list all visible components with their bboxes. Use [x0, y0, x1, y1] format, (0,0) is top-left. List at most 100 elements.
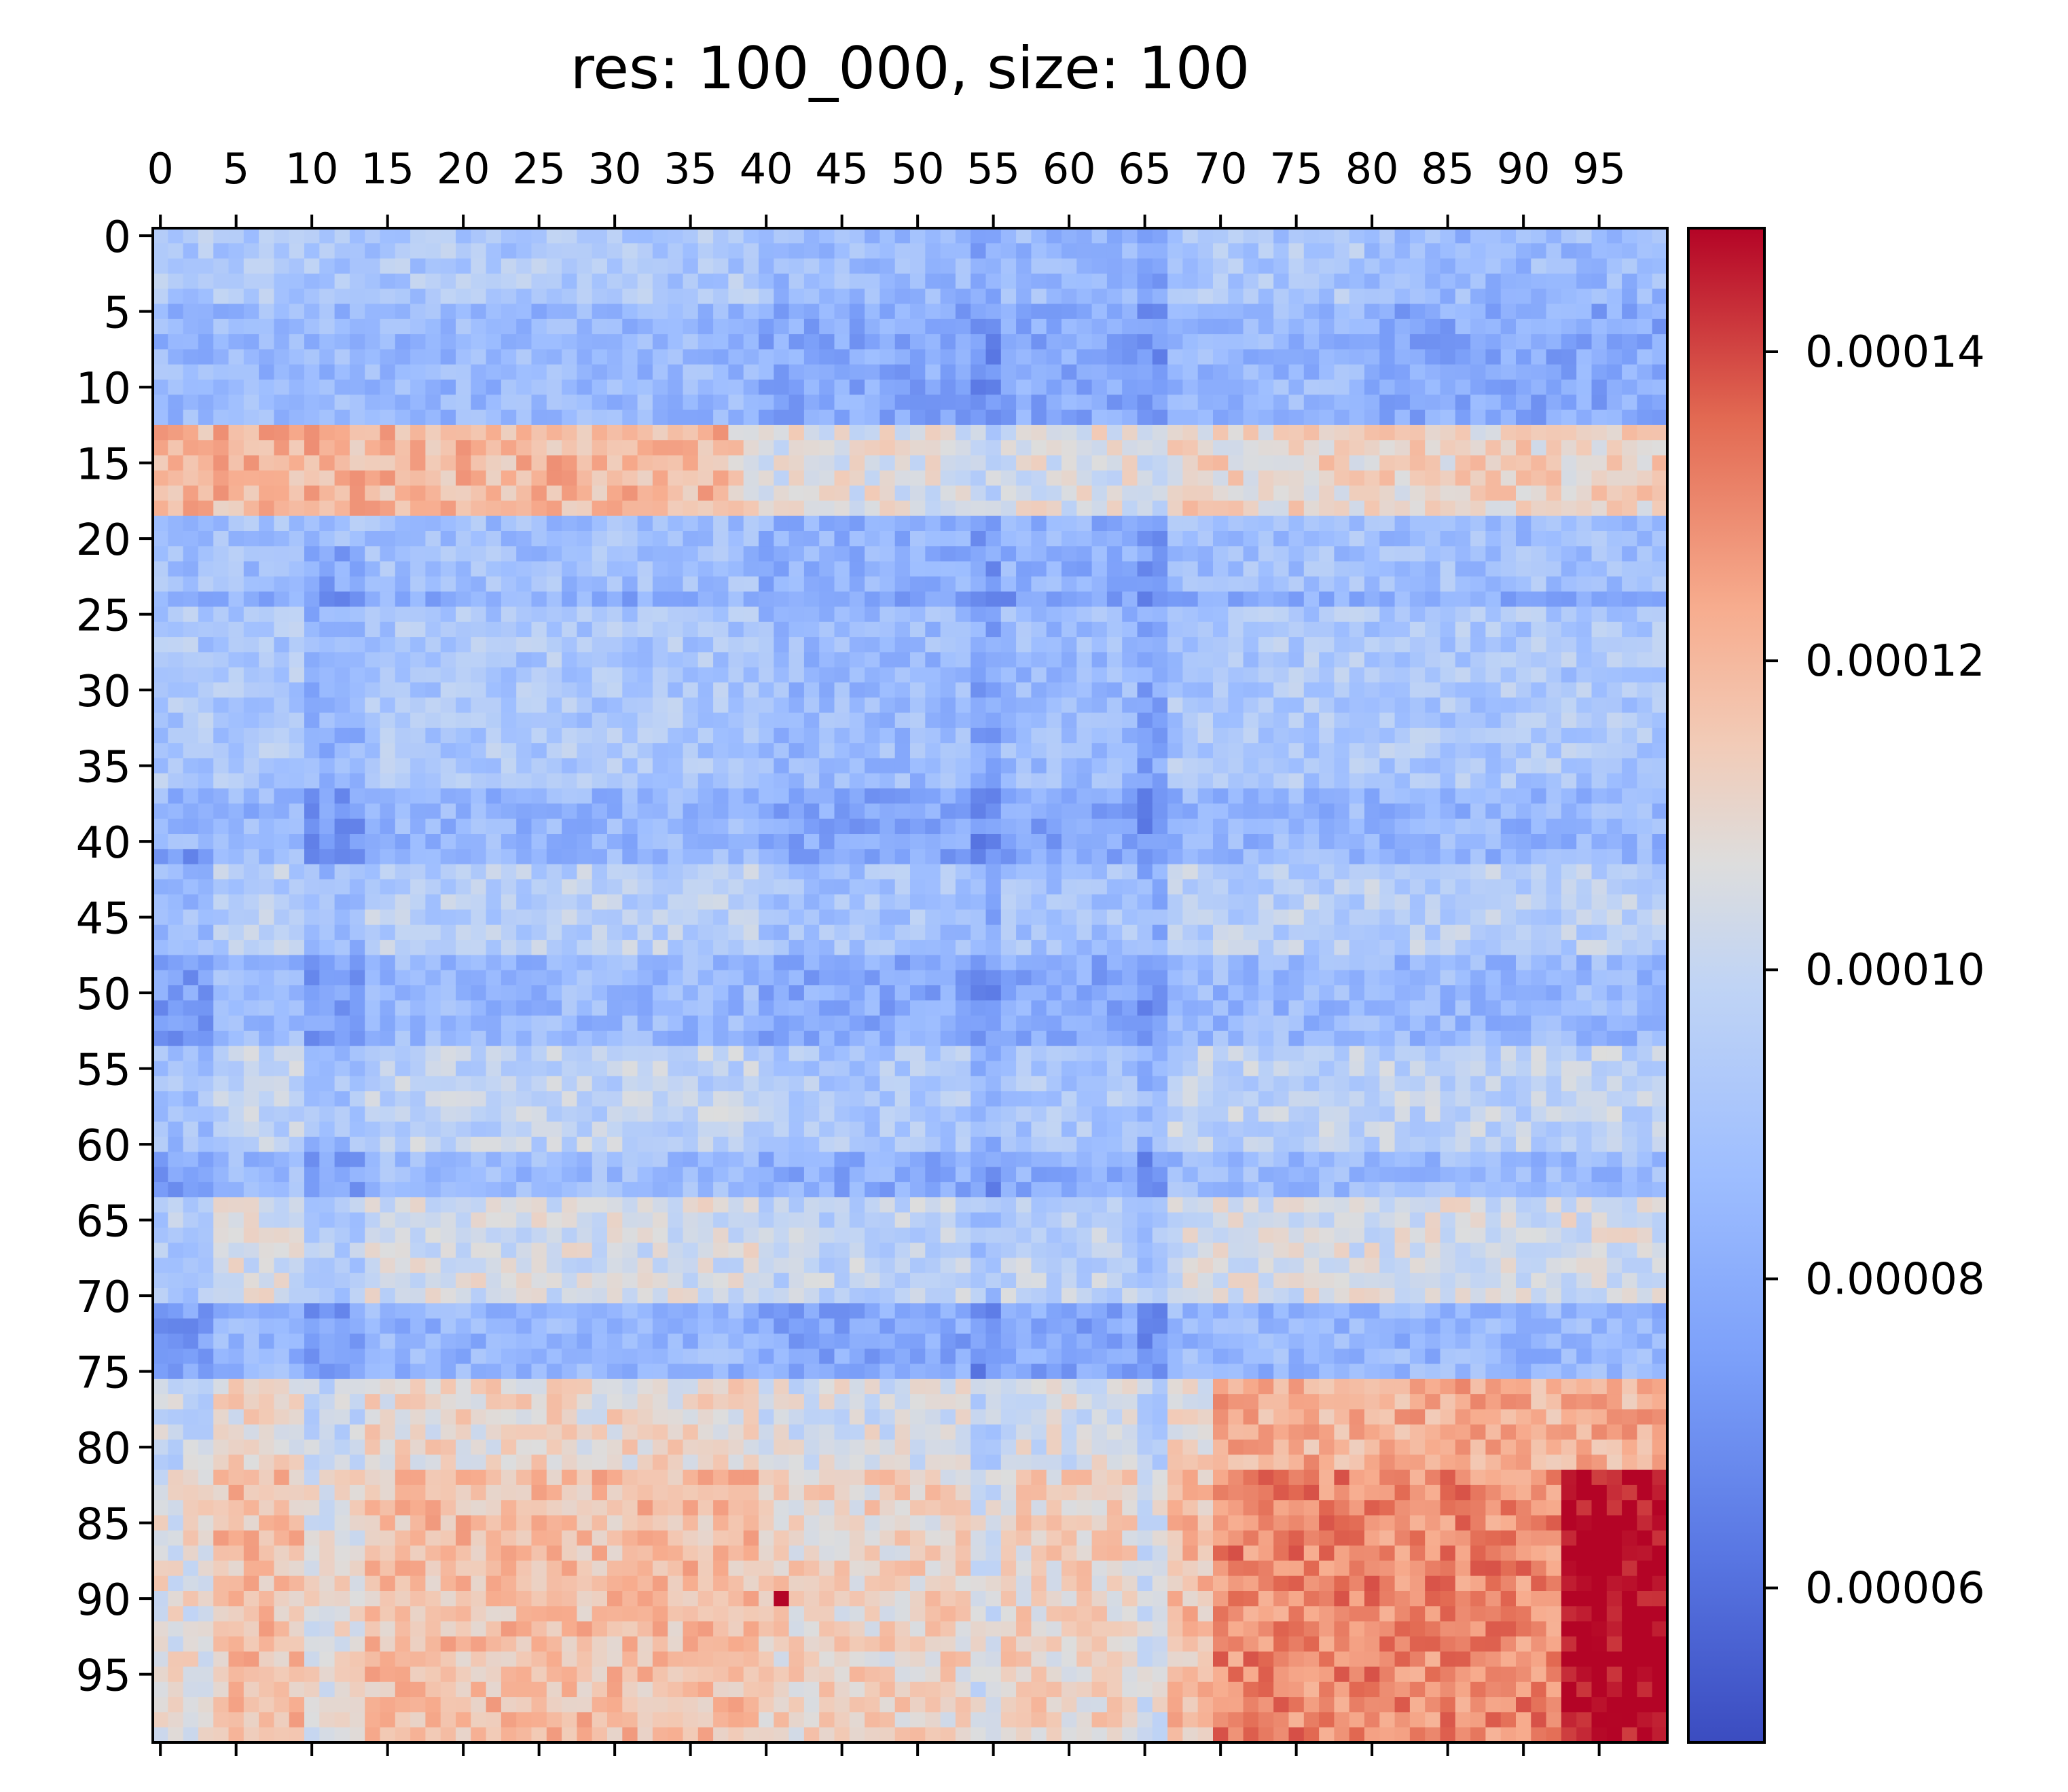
heatmap-cell: [243, 697, 259, 714]
heatmap-cell: [1364, 909, 1380, 926]
heatmap-cell: [940, 758, 956, 774]
heatmap-cell: [259, 955, 274, 971]
heatmap-cell: [213, 864, 230, 880]
heatmap-cell: [1349, 273, 1365, 289]
heatmap-cell: [1364, 591, 1380, 608]
heatmap-cell: [183, 289, 199, 305]
heatmap-cell: [1031, 606, 1047, 623]
heatmap-cell: [440, 682, 456, 698]
heatmap-cell: [1031, 440, 1047, 456]
heatmap-cell: [1258, 440, 1274, 456]
heatmap-cell: [1409, 515, 1426, 532]
heatmap-cell: [592, 395, 608, 411]
heatmap-cell: [198, 576, 214, 592]
heatmap-cell: [713, 486, 729, 501]
heatmap-cell: [759, 380, 774, 395]
heatmap-cell: [562, 818, 577, 835]
heatmap-cell: [486, 486, 502, 501]
heatmap-cell: [213, 621, 230, 638]
heatmap-cell: [1137, 727, 1153, 744]
heatmap-cell: [395, 318, 411, 335]
heatmap-cell: [516, 440, 532, 456]
heatmap-cell: [501, 440, 517, 456]
heatmap-cell: [1394, 258, 1411, 274]
heatmap-cell: [1440, 470, 1456, 486]
heatmap-cell: [304, 546, 320, 562]
heatmap-cell: [546, 364, 562, 380]
heatmap-cell: [774, 697, 790, 714]
heatmap-cell: [380, 940, 396, 955]
heatmap-cell: [1016, 318, 1032, 335]
heatmap-cell: [198, 243, 214, 259]
heatmap-cell: [1137, 788, 1153, 804]
heatmap-cell: [395, 380, 411, 395]
heatmap-cell: [1062, 637, 1077, 653]
heatmap-cell: [668, 395, 684, 411]
heatmap-cell: [819, 894, 835, 911]
heatmap-cell: [1031, 500, 1047, 517]
heatmap-cell: [1046, 243, 1062, 259]
heatmap-cell: [410, 258, 426, 274]
heatmap-cell: [562, 304, 577, 320]
heatmap-cell: [728, 940, 744, 955]
heatmap-cell: [1122, 318, 1138, 335]
heatmap-cell: [1379, 712, 1396, 729]
heatmap-cell: [1561, 637, 1577, 653]
heatmap-cell: [1091, 500, 1108, 517]
heatmap-cell: [1561, 349, 1577, 365]
heatmap-cell: [607, 273, 623, 289]
heatmap-cell: [1409, 606, 1426, 623]
heatmap-cell: [183, 743, 199, 759]
heatmap-cell: [183, 773, 199, 789]
heatmap-cell: [562, 788, 577, 804]
heatmap-cell: [531, 591, 547, 608]
heatmap-cell: [349, 879, 365, 895]
heatmap-cell: [183, 304, 199, 320]
heatmap-cell: [743, 894, 759, 911]
heatmap-cell: [228, 470, 244, 486]
heatmap-cell: [1182, 334, 1199, 350]
heatmap-cell: [213, 697, 230, 714]
heatmap-cell: [1243, 561, 1259, 577]
heatmap-cell: [622, 409, 638, 426]
heatmap-cell: [925, 637, 941, 653]
heatmap-cell: [425, 864, 441, 880]
heatmap-cell: [440, 743, 456, 759]
heatmap-cell: [1258, 304, 1274, 320]
heatmap-cell: [228, 849, 244, 865]
heatmap-cell: [1637, 500, 1653, 517]
heatmap-cell: [879, 682, 896, 698]
heatmap-cell: [1500, 834, 1517, 849]
heatmap-cell: [1152, 424, 1168, 441]
heatmap-cell: [1334, 727, 1350, 744]
heatmap-cell: [380, 561, 396, 577]
heatmap-cell: [1062, 470, 1077, 486]
heatmap-cell: [925, 894, 941, 911]
heatmap-cell: [274, 667, 290, 683]
heatmap-cell: [531, 637, 547, 653]
heatmap-cell: [774, 364, 790, 380]
heatmap-cell: [970, 682, 987, 698]
heatmap-cell: [879, 909, 896, 926]
heatmap-cell: [955, 486, 971, 501]
heatmap-cell: [1076, 682, 1093, 698]
heatmap-cell: [319, 395, 335, 411]
heatmap-cell: [1091, 879, 1108, 895]
heatmap-cell: [289, 470, 305, 486]
heatmap-cell: [637, 803, 653, 820]
heatmap-cell: [1622, 349, 1637, 365]
heatmap-cell: [319, 500, 335, 517]
heatmap-cell: [1622, 712, 1637, 729]
heatmap-cell: [198, 409, 214, 426]
heatmap-cell: [697, 667, 714, 683]
heatmap-cell: [1546, 576, 1562, 592]
heatmap-cell: [577, 924, 593, 940]
heatmap-cell: [456, 849, 471, 865]
heatmap-cell: [1106, 894, 1123, 911]
heatmap-cell: [834, 712, 850, 729]
heatmap-cell: [1273, 561, 1290, 577]
heatmap-cell: [1091, 318, 1108, 335]
heatmap-cell: [592, 470, 608, 486]
heatmap-cell: [274, 924, 290, 940]
heatmap-cell: [531, 349, 547, 365]
